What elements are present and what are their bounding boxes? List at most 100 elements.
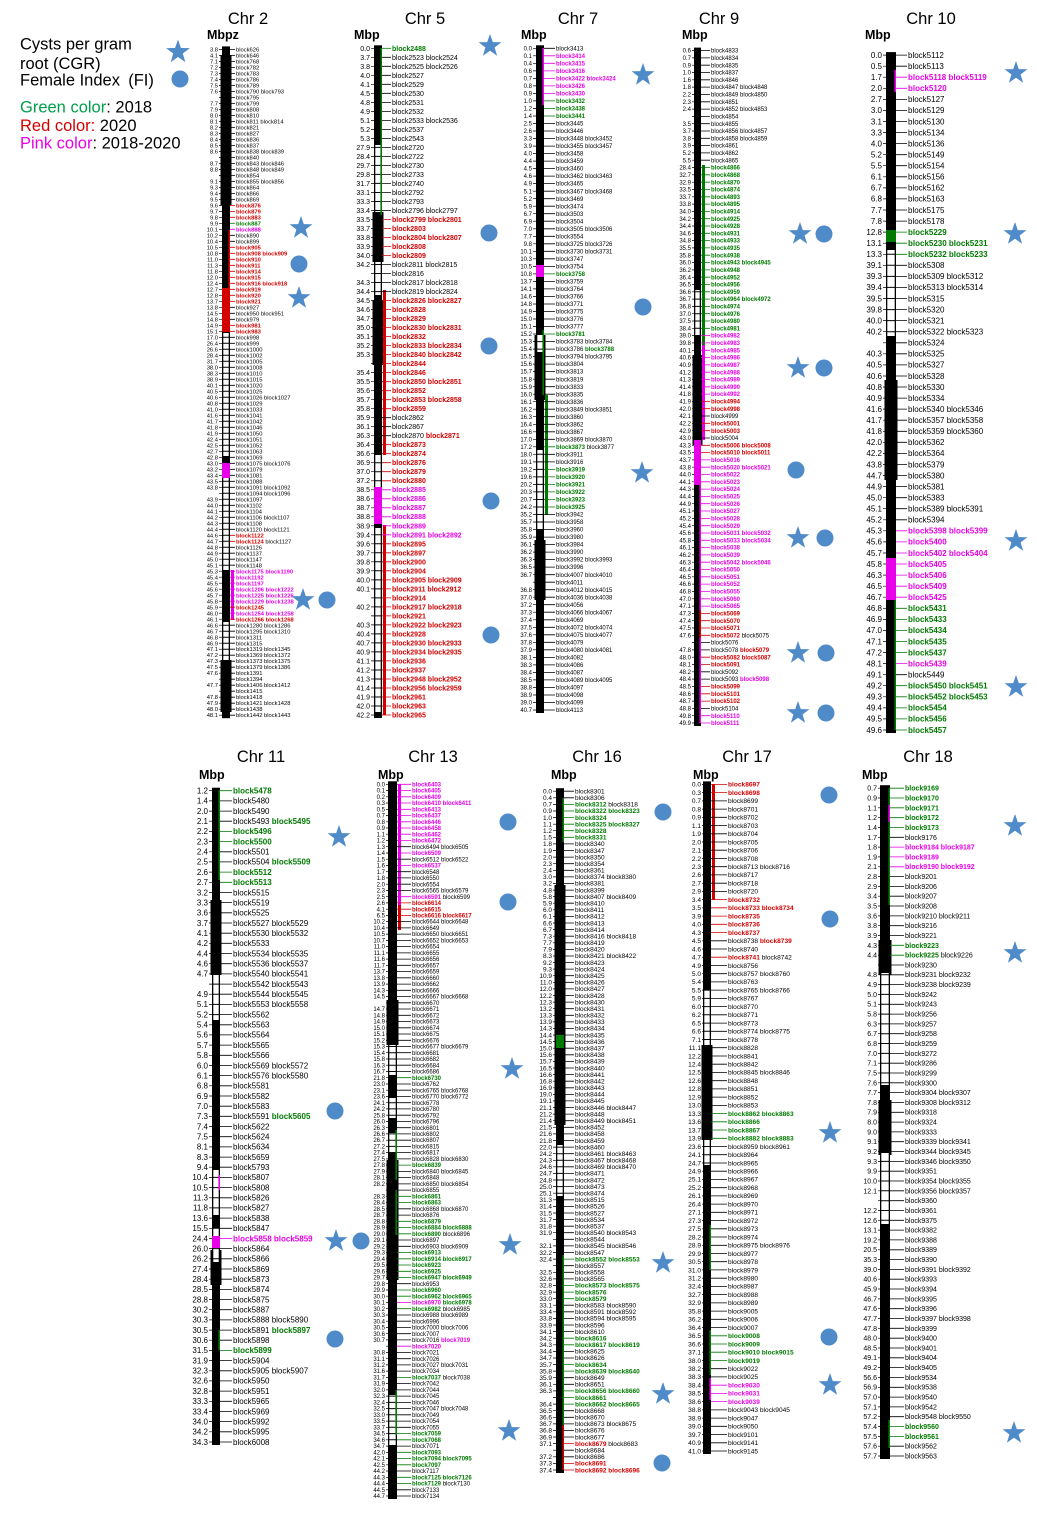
svg-text:28.4: 28.4 xyxy=(679,166,691,172)
svg-text:41.8: 41.8 xyxy=(866,427,882,436)
svg-text:block5425: block5425 xyxy=(908,593,947,602)
svg-text:16.6: 16.6 xyxy=(520,430,532,436)
svg-text:block5969: block5969 xyxy=(233,1407,270,1416)
svg-text:block3426: block3426 xyxy=(556,84,586,90)
svg-text:34.4: 34.4 xyxy=(679,224,691,230)
svg-text:7.0: 7.0 xyxy=(524,227,533,233)
svg-text:14.5: 14.5 xyxy=(373,995,385,1001)
svg-text:11.0: 11.0 xyxy=(540,980,553,987)
svg-text:2.1: 2.1 xyxy=(867,864,877,871)
svg-text:47.1: 47.1 xyxy=(679,604,691,610)
svg-text:block8662 block8665: block8662 block8665 xyxy=(575,1401,640,1408)
svg-text:block8361: block8361 xyxy=(575,868,605,875)
svg-text:block8407 block8409: block8407 block8409 xyxy=(575,894,636,901)
svg-text:block9344 block9345: block9344 block9345 xyxy=(905,1149,971,1156)
svg-text:block838 block839: block838 block839 xyxy=(236,149,284,155)
svg-text:9.3: 9.3 xyxy=(867,1159,877,1166)
svg-text:45.6: 45.6 xyxy=(679,531,691,537)
svg-text:block5082 block5087: block5082 block5087 xyxy=(711,655,771,661)
svg-text:block8699: block8699 xyxy=(728,798,758,805)
svg-text:35.7: 35.7 xyxy=(356,397,370,404)
svg-text:44.3: 44.3 xyxy=(207,521,218,527)
svg-text:38.3: 38.3 xyxy=(207,371,218,377)
svg-text:0.9: 0.9 xyxy=(543,808,552,815)
svg-text:block8573 block8575: block8573 block8575 xyxy=(575,1283,640,1290)
svg-text:5.5: 5.5 xyxy=(871,162,883,171)
svg-text:0.9: 0.9 xyxy=(524,92,533,98)
svg-text:41.7: 41.7 xyxy=(866,416,882,425)
svg-text:block9548 block9550: block9548 block9550 xyxy=(905,1414,971,1421)
svg-text:Chr 11: Chr 11 xyxy=(237,748,285,766)
svg-text:block5130: block5130 xyxy=(908,117,945,126)
svg-text:9.2: 9.2 xyxy=(867,1149,877,1156)
svg-text:38.4: 38.4 xyxy=(679,326,691,332)
svg-text:0.0: 0.0 xyxy=(377,782,386,788)
svg-text:42.0: 42.0 xyxy=(866,438,882,447)
svg-text:44.4: 44.4 xyxy=(207,527,219,533)
svg-text:block8474: block8474 xyxy=(575,1191,605,1198)
svg-text:block910: block910 xyxy=(236,257,261,263)
svg-text:block5229: block5229 xyxy=(908,228,947,237)
svg-text:39.4: 39.4 xyxy=(356,532,370,539)
svg-text:4.5: 4.5 xyxy=(360,91,370,98)
svg-text:block9043 block9045: block9043 block9045 xyxy=(728,1407,790,1414)
svg-text:block2928: block2928 xyxy=(392,631,426,638)
svg-text:block9534: block9534 xyxy=(905,1375,937,1382)
svg-text:block5519: block5519 xyxy=(233,898,270,907)
svg-text:3.9: 3.9 xyxy=(867,933,877,940)
svg-text:block8656 block8660: block8656 block8660 xyxy=(575,1388,640,1395)
svg-text:34.2: 34.2 xyxy=(679,217,691,223)
svg-text:39.8: 39.8 xyxy=(866,305,882,314)
svg-text:block9356 block9357: block9356 block9357 xyxy=(905,1188,971,1195)
svg-text:block1418: block1418 xyxy=(236,695,262,701)
svg-text:block3730 block3731: block3730 block3731 xyxy=(556,249,613,255)
svg-text:34.0: 34.0 xyxy=(192,1417,208,1426)
svg-text:Chr 9: Chr 9 xyxy=(699,10,739,28)
svg-text:42.7: 42.7 xyxy=(207,449,218,455)
svg-text:1.2: 1.2 xyxy=(377,839,386,845)
svg-text:35.0: 35.0 xyxy=(356,325,370,332)
svg-text:block1373 block1375: block1373 block1375 xyxy=(236,659,290,665)
svg-text:block5827: block5827 xyxy=(233,1204,270,1213)
svg-text:45.1: 45.1 xyxy=(679,509,691,515)
svg-text:block7026: block7026 xyxy=(412,1357,440,1363)
svg-text:2.2: 2.2 xyxy=(692,856,701,863)
svg-text:block6913: block6913 xyxy=(412,1251,442,1257)
svg-text:block4833: block4833 xyxy=(711,49,739,55)
svg-text:38.8: 38.8 xyxy=(688,1407,701,1414)
svg-text:block8312 block8318: block8312 block8318 xyxy=(575,802,638,809)
svg-text:block8458: block8458 xyxy=(575,1131,605,1138)
svg-text:19.1: 19.1 xyxy=(520,460,532,466)
svg-text:Mbp: Mbp xyxy=(354,28,380,42)
svg-text:block3469: block3469 xyxy=(556,197,584,203)
svg-text:block5070: block5070 xyxy=(711,619,741,625)
svg-text:40.0: 40.0 xyxy=(356,577,370,584)
svg-text:8.4: 8.4 xyxy=(210,137,219,143)
svg-text:21.1: 21.1 xyxy=(539,1105,552,1112)
svg-text:block8866: block8866 xyxy=(728,1119,760,1126)
svg-text:block855 block856: block855 block856 xyxy=(236,179,284,185)
svg-text:block5406: block5406 xyxy=(908,571,947,580)
svg-text:Chr 17: Chr 17 xyxy=(722,748,772,766)
svg-text:block5450 block5451: block5450 block5451 xyxy=(908,682,988,691)
svg-text:3.5: 3.5 xyxy=(692,905,701,912)
svg-text:block5534 block5535: block5534 block5535 xyxy=(233,949,309,958)
svg-text:block8882 block8883: block8882 block8883 xyxy=(728,1136,794,1143)
svg-text:45.3: 45.3 xyxy=(207,569,218,575)
svg-text:40.4: 40.4 xyxy=(356,631,370,638)
svg-text:block6684: block6684 xyxy=(412,1063,440,1069)
svg-text:33.8: 33.8 xyxy=(356,235,370,242)
svg-text:block8708: block8708 xyxy=(728,856,758,863)
svg-text:block3448 block3452: block3448 block3452 xyxy=(556,137,613,143)
svg-text:block6675: block6675 xyxy=(412,1032,440,1038)
svg-text:block8399: block8399 xyxy=(575,887,605,894)
svg-text:block5409: block5409 xyxy=(908,582,947,591)
svg-text:36.6: 36.6 xyxy=(679,290,691,296)
svg-text:block2529: block2529 xyxy=(392,82,424,89)
svg-text:block1091 block1092: block1091 block1092 xyxy=(236,485,290,491)
svg-text:block8959 block8961: block8959 block8961 xyxy=(728,1144,790,1151)
svg-text:block782: block782 xyxy=(236,65,259,71)
svg-text:29.9: 29.9 xyxy=(373,1288,385,1294)
svg-text:7.7: 7.7 xyxy=(210,101,218,107)
svg-text:block2817 block2818: block2817 block2818 xyxy=(392,280,458,287)
